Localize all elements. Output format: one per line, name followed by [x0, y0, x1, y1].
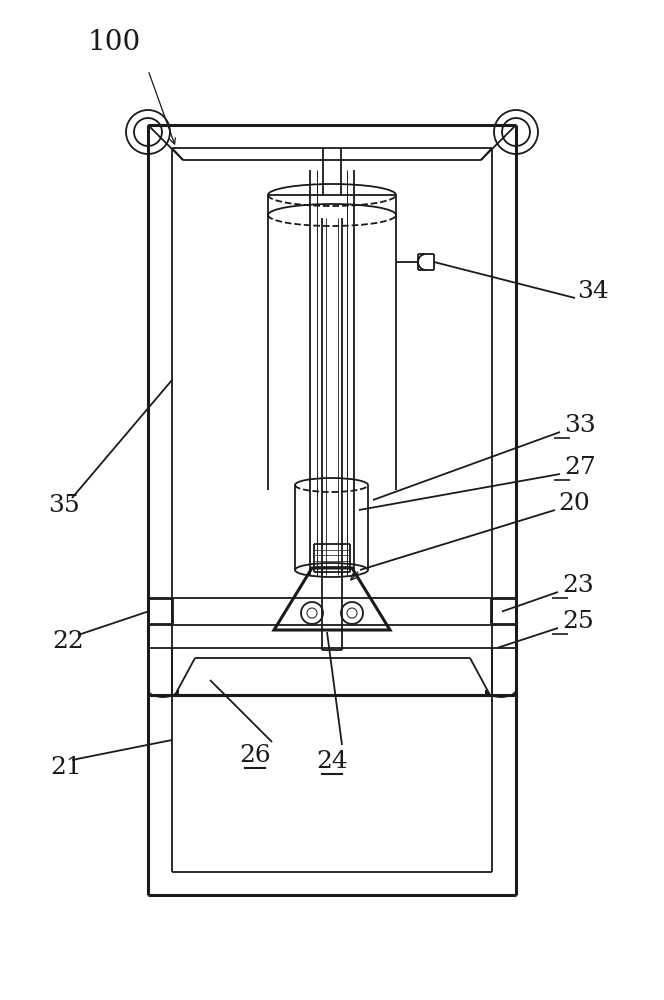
Text: 24: 24 — [316, 750, 348, 774]
Text: 34: 34 — [577, 280, 609, 304]
Text: 22: 22 — [52, 631, 84, 654]
Text: 35: 35 — [48, 493, 80, 516]
Text: 27: 27 — [564, 456, 596, 480]
Text: 20: 20 — [558, 492, 590, 516]
Text: 100: 100 — [88, 28, 141, 55]
Text: 33: 33 — [564, 414, 596, 438]
Text: 26: 26 — [239, 744, 271, 768]
Text: 25: 25 — [562, 610, 594, 634]
Text: 23: 23 — [562, 574, 594, 597]
Text: 21: 21 — [50, 756, 82, 780]
